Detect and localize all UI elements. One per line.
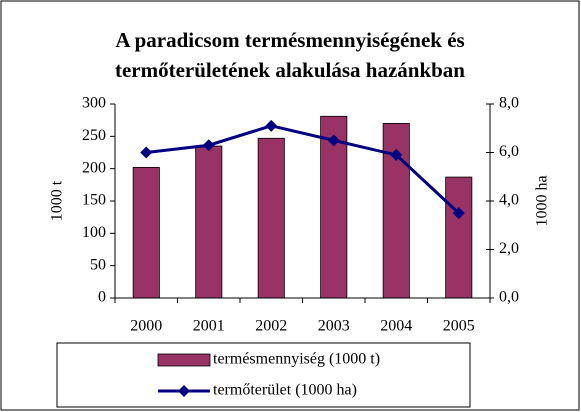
y2-tick-label: 0,0 (499, 289, 519, 306)
x-tick-label: 2002 (255, 318, 287, 335)
y-tick-label: 250 (82, 127, 106, 144)
bar (445, 176, 473, 299)
line-marker (452, 207, 465, 220)
legend-label: termésmennyiség (1000 t) (213, 351, 380, 368)
line-marker (390, 148, 403, 161)
y-tick-label: 300 (82, 95, 106, 112)
y2-tick-label: 6,0 (499, 143, 519, 160)
x-tick-label: 2005 (443, 318, 475, 335)
legend-swatch (157, 353, 211, 367)
y-axis-label: 1000 t (49, 180, 66, 221)
x-tick-label: 2001 (193, 318, 225, 335)
x-tick-label: 2004 (380, 318, 412, 335)
line-marker (202, 139, 215, 152)
y2-axis-label: 1000 ha (534, 175, 551, 226)
line-marker (327, 134, 340, 147)
line-marker (265, 119, 278, 132)
y2-tick-label: 2,0 (499, 240, 519, 257)
y-tick-label: 200 (82, 159, 106, 176)
x-tick-label: 2003 (318, 318, 350, 335)
line-series (146, 124, 460, 215)
bar (132, 166, 160, 299)
chart-title: A paradicsom termésmennyiségének és (115, 28, 464, 52)
legend-box (56, 342, 471, 408)
y-tick-label: 0 (98, 289, 106, 306)
bar (195, 145, 223, 299)
legend-swatch (178, 385, 190, 397)
y-tick-label: 100 (82, 224, 106, 241)
bar (320, 115, 348, 299)
x-tick-label: 2000 (130, 318, 162, 335)
y2-tick-label: 4,0 (499, 192, 519, 209)
line-marker (140, 146, 153, 159)
legend-label: termőterület (1000 ha) (213, 382, 357, 399)
chart-title: termőterületének alakulása hazánkban (115, 58, 465, 82)
y-tick-label: 150 (82, 192, 106, 209)
y-tick-label: 50 (90, 256, 106, 273)
bar (257, 137, 285, 299)
y2-tick-label: 8,0 (499, 95, 519, 112)
